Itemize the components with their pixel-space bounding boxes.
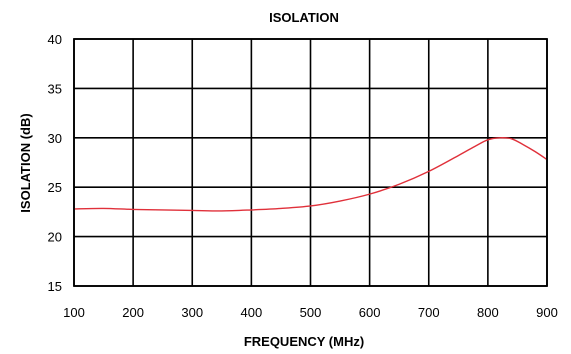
grid [73,38,548,287]
series-layer [73,137,548,212]
y-axis-ticks: 15 20 25 30 35 40 [48,32,62,294]
x-tick-label: 600 [359,305,381,320]
chart-title: ISOLATION [269,10,339,25]
x-axis-ticks: 100 200 300 400 500 600 700 800 900 [63,305,558,320]
x-axis-label: FREQUENCY (MHz) [244,334,364,349]
x-tick-label: 800 [477,305,499,320]
y-tick-label: 15 [48,279,62,294]
y-tick-label: 35 [48,81,62,96]
x-tick-label: 700 [418,305,440,320]
y-tick-label: 30 [48,131,62,146]
y-tick-label: 40 [48,32,62,47]
x-tick-label: 200 [122,305,144,320]
y-axis-label: ISOLATION (dB) [18,113,33,212]
y-tick-label: 20 [48,230,62,245]
x-tick-label: 500 [300,305,322,320]
y-tick-label: 25 [48,180,62,195]
x-tick-label: 400 [241,305,263,320]
plot-frame [73,38,548,287]
series-line [73,137,548,212]
x-tick-label: 300 [181,305,203,320]
x-tick-label: 900 [536,305,558,320]
x-tick-label: 100 [63,305,85,320]
